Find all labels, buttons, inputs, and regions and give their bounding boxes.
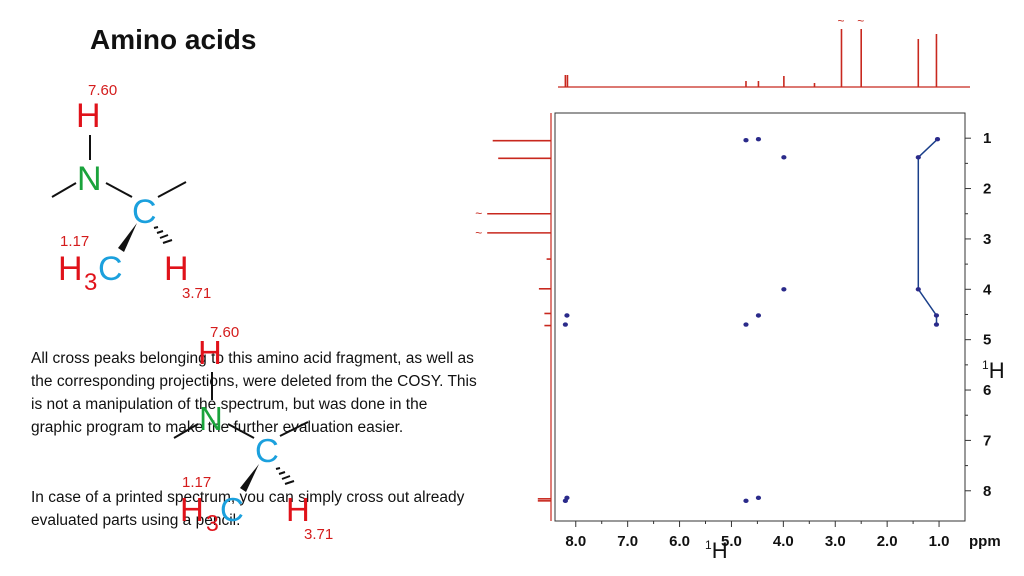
x-tick-label: 5.0 <box>721 533 742 550</box>
y-tick-label: 1 <box>983 130 991 147</box>
paragraph-pencil-hint: In case of a printed spectrum, you can s… <box>31 489 465 529</box>
cross-peak <box>743 322 749 327</box>
y-tick-label: 8 <box>983 483 991 500</box>
bond-n-left-lower <box>173 423 199 439</box>
y-tick-label: 2 <box>983 181 991 198</box>
atom-h-alpha-lower: H <box>286 491 310 528</box>
cross-peak <box>915 155 921 160</box>
wedge-bond-ch3 <box>118 223 137 252</box>
shift-label-nh-lower: 7.60 <box>210 324 239 341</box>
atom-n: N <box>77 160 102 198</box>
x-tick-label: 2.0 <box>877 533 898 550</box>
projection-top: ~ ~ <box>558 14 970 88</box>
y-tick-label: 7 <box>983 432 991 449</box>
cross-peak <box>915 287 921 292</box>
molecule-structure-lower: 7.60 H N C 1.17 H 3 C H 3.71 <box>173 324 333 543</box>
clipped-peak-marker: ~ <box>475 226 482 240</box>
shift-label-ch3-lower: 1.17 <box>182 474 211 491</box>
wedge-bond-ch3-lower <box>240 464 259 492</box>
shift-label-nh: 7.60 <box>88 82 117 99</box>
cross-peak <box>743 498 749 504</box>
shift-label-ch-lower: 3.71 <box>304 526 333 543</box>
clipped-peak-marker: ~ <box>857 14 864 28</box>
y-tick-label: 6 <box>983 382 991 399</box>
x-tick-label: 4.0 <box>773 533 794 550</box>
y-axis-label: 1H <box>982 358 1005 383</box>
connection-path <box>917 138 939 325</box>
atom-c-alpha-lower: C <box>255 432 279 469</box>
projection-left: ~~ <box>475 113 552 521</box>
atom-h-alpha: H <box>164 250 189 288</box>
y-axis-ticks: 1 2 3 4 5 6 7 8 <box>983 130 992 500</box>
x-tick-label: 7.0 <box>617 533 638 550</box>
bond-c-right <box>157 181 187 198</box>
x-tick-label: 1.0 <box>929 533 950 550</box>
x-axis-label: 1H <box>705 538 728 563</box>
y-tick-label: 5 <box>983 332 991 349</box>
page-title: Amino acids <box>90 24 257 55</box>
hashed-bond-h <box>153 226 173 244</box>
atom-subscript-3-lower: 3 <box>206 510 219 536</box>
clipped-peak-marker: ~ <box>837 14 844 28</box>
x-axis-ticks: 8.0 7.0 6.0 5.0 4.0 3.0 2.0 1.0 <box>565 533 949 550</box>
hashed-bond-h-lower <box>275 467 295 485</box>
x-tick-label: 8.0 <box>565 533 586 550</box>
bond-n-c <box>105 182 133 198</box>
cross-peak <box>755 313 762 318</box>
cross-peak <box>562 498 568 504</box>
plot-frame-ticks <box>575 137 971 527</box>
y-tick-label: 3 <box>983 231 991 248</box>
x-tick-label: 3.0 <box>825 533 846 550</box>
shift-label-ch3: 1.17 <box>60 233 89 250</box>
cross-peak <box>755 136 762 142</box>
cross-peak <box>743 138 749 143</box>
cross-peak <box>755 495 762 501</box>
atom-c-methyl: C <box>98 250 123 288</box>
molecule-structure-upper: 7.60 H N C 1.17 H 3 C H 3.71 <box>51 82 211 302</box>
cross-peak <box>933 313 940 318</box>
cross-peak <box>933 322 940 327</box>
connection-lines <box>917 138 939 325</box>
y-tick-label: 4 <box>983 281 992 298</box>
atom-subscript-3: 3 <box>84 269 97 296</box>
x-tick-label: 6.0 <box>669 533 690 550</box>
x-axis-unit: ppm <box>969 533 1001 550</box>
paragraph-explanation: All cross peaks belonging to this amino … <box>31 350 477 436</box>
cross-peak <box>781 155 787 160</box>
shift-label-ch: 3.71 <box>182 285 211 302</box>
bond-n-left <box>51 182 77 198</box>
atom-h-ch3-lower: H <box>180 491 204 528</box>
bond-n-c-lower <box>227 423 255 439</box>
cross-peak <box>781 287 787 292</box>
atom-h-nh-lower: H <box>198 334 222 371</box>
clipped-peak-marker: ~ <box>475 207 482 221</box>
atom-h-nh: H <box>76 97 101 135</box>
atom-h-ch3: H <box>58 250 83 288</box>
cross-peak <box>564 313 570 318</box>
plot-frame <box>554 112 966 522</box>
bond-c-right-lower <box>279 421 309 437</box>
cross-peak <box>934 136 941 142</box>
cross-peak <box>562 322 568 327</box>
atom-n-lower: N <box>199 400 223 437</box>
atom-c-methyl-lower: C <box>220 491 244 528</box>
cross-peaks <box>562 136 941 504</box>
